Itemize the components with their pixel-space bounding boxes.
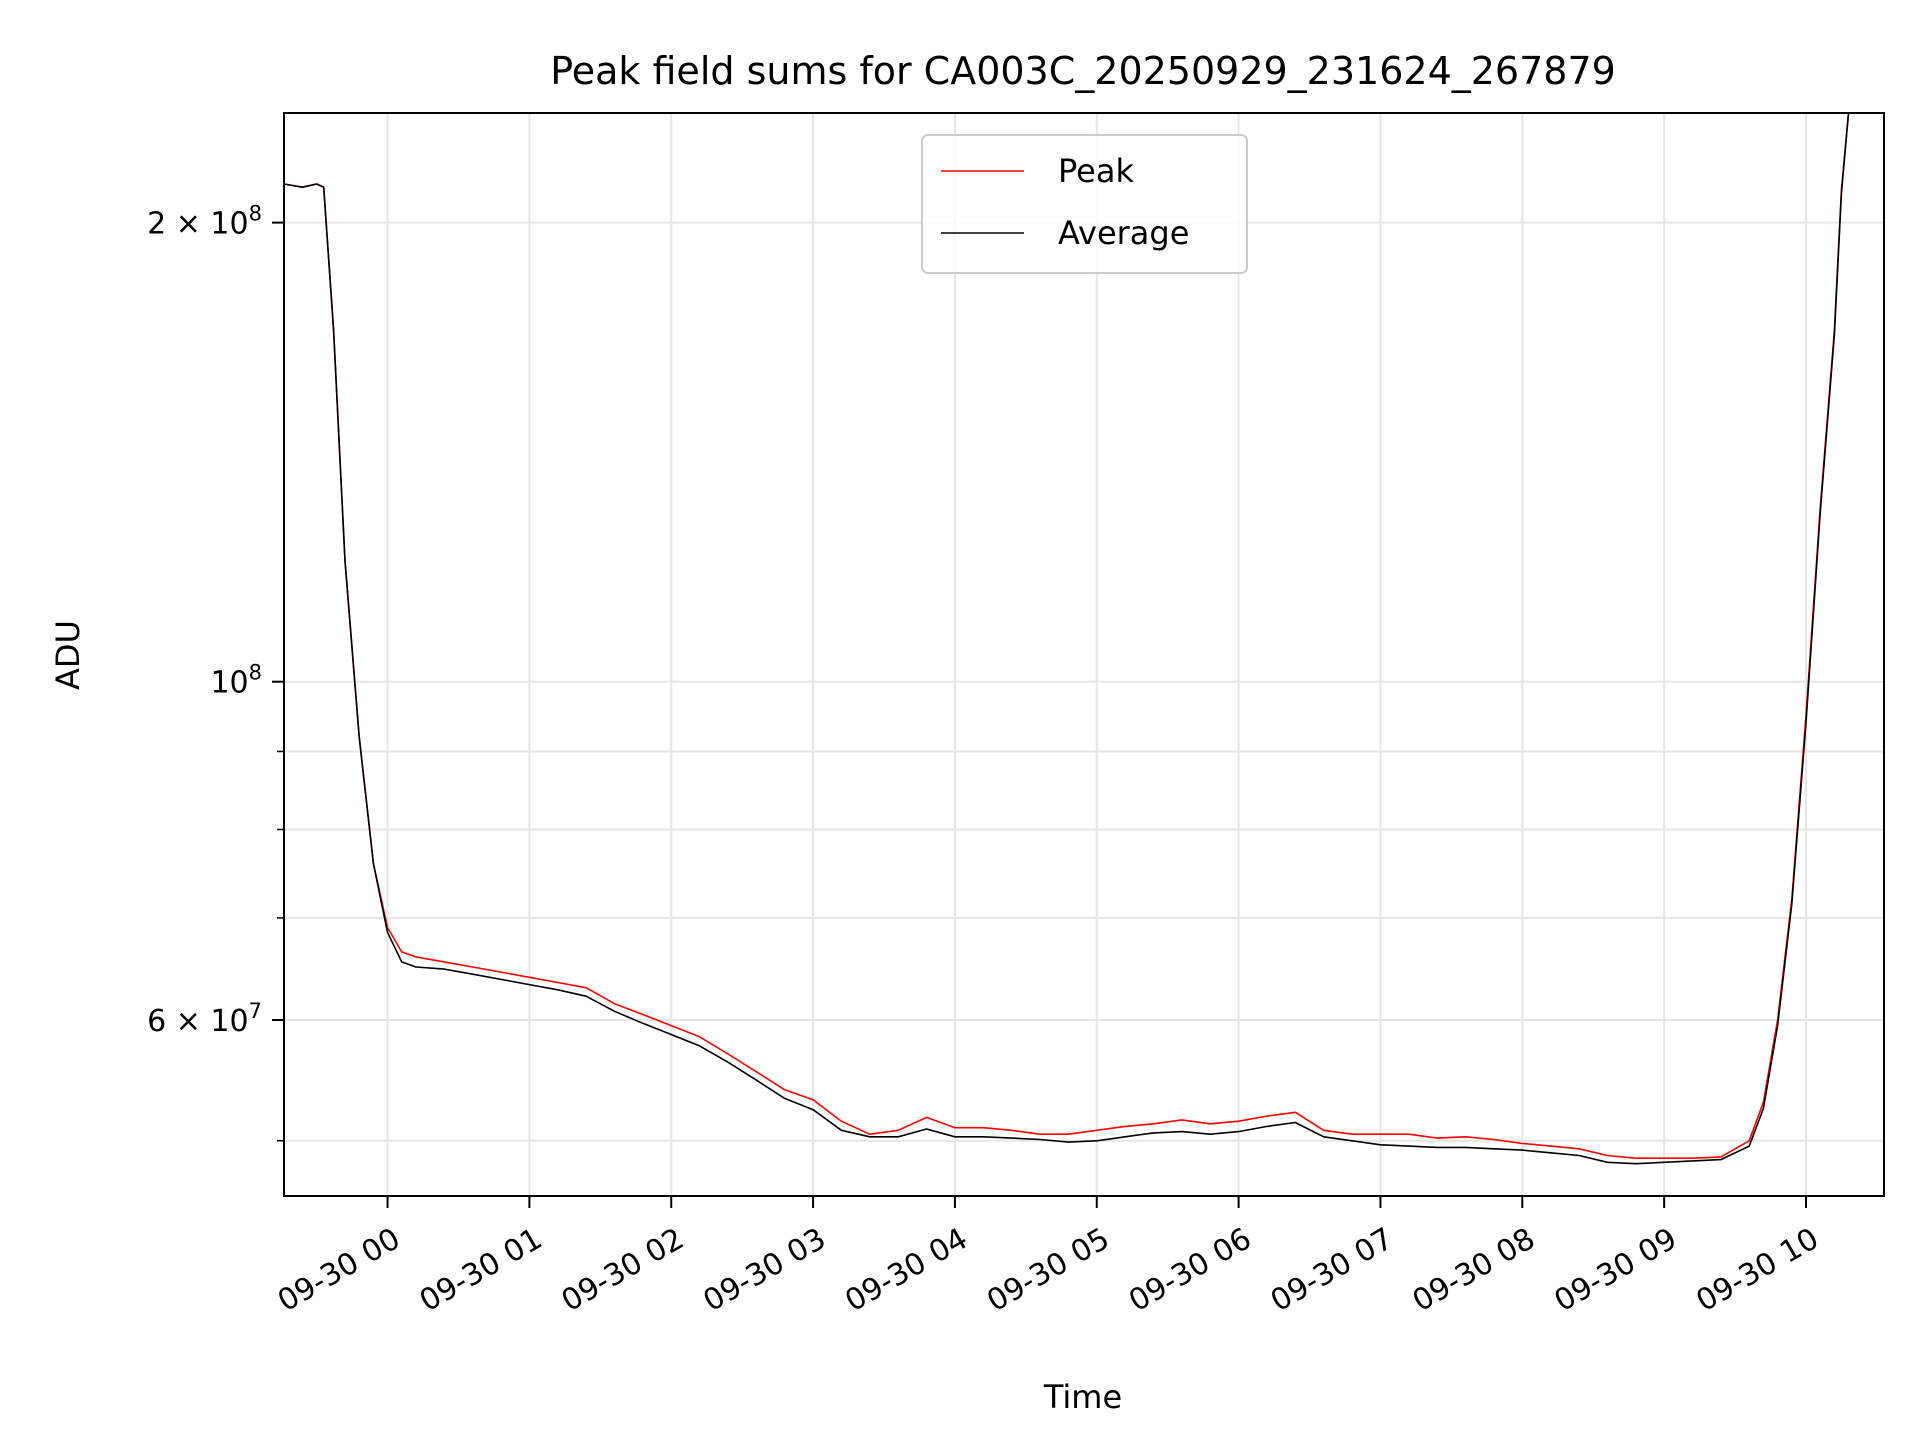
series-line-peak — [284, 113, 1850, 1159]
y-axis: 2 × 108 108 6 × 107 — [147, 202, 284, 1142]
series-layer — [284, 113, 1850, 1165]
plot-area-frame — [283, 112, 1885, 1197]
legend-box — [921, 134, 1248, 274]
y-tick-label: 108 — [210, 661, 262, 701]
series-line-average — [284, 113, 1850, 1165]
y-tick-label: 6 × 107 — [147, 999, 262, 1039]
y-axis-label: ADU — [49, 620, 87, 690]
legend-label-peak: Peak — [1058, 152, 1134, 190]
legend: Peak Average — [921, 134, 1248, 274]
legend-label-average: Average — [1058, 214, 1189, 252]
x-axis-label: Time — [1043, 1378, 1122, 1416]
chart-title: Peak field sums for CA003C_20250929_2316… — [550, 49, 1616, 93]
y-tick-label: 2 × 108 — [147, 202, 262, 242]
